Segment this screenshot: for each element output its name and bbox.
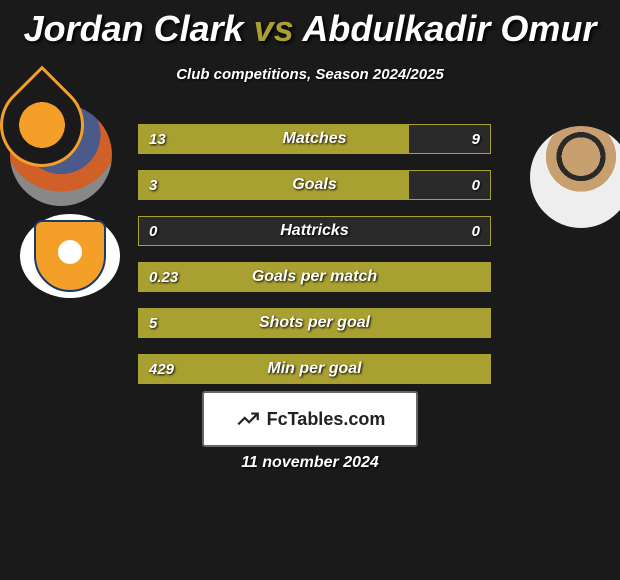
source-attribution: FcTables.com: [202, 391, 418, 447]
stat-row: 0.23Goals per match: [138, 262, 491, 292]
stat-fill-left: [139, 355, 490, 383]
stat-row: 139Matches: [138, 124, 491, 154]
player2-name: Abdulkadir Omur: [302, 8, 596, 49]
stat-row: 30Goals: [138, 170, 491, 200]
stat-value-right: 0: [462, 171, 490, 199]
comparison-title: Jordan Clark vs Abdulkadir Omur: [0, 0, 620, 50]
player1-club-badge: [20, 214, 120, 298]
stat-value-left: 429: [139, 355, 184, 383]
stat-value-right: 0: [462, 217, 490, 245]
stat-row: 429Min per goal: [138, 354, 491, 384]
stats-bars: 139Matches30Goals00Hattricks0.23Goals pe…: [138, 124, 491, 400]
stat-row: 5Shots per goal: [138, 308, 491, 338]
stat-fill-left: [139, 309, 490, 337]
stat-fill-left: [139, 125, 409, 153]
luton-town-crest: [34, 220, 106, 292]
player2-photo: [530, 126, 620, 228]
vs-label: vs: [254, 8, 294, 49]
stat-value-right: 9: [462, 125, 490, 153]
stat-value-right: [470, 355, 490, 383]
stat-fill-left: [139, 263, 490, 291]
stat-value-left: 5: [139, 309, 167, 337]
subtitle: Club competitions, Season 2024/2025: [0, 66, 620, 83]
stat-value-left: 0.23: [139, 263, 188, 291]
snapshot-date: 11 november 2024: [0, 454, 620, 472]
source-name: FcTables.com: [267, 409, 386, 430]
stat-fill-left: [139, 171, 409, 199]
stat-value-left: 3: [139, 171, 167, 199]
player1-name: Jordan Clark: [24, 8, 244, 49]
stat-row: 0 0Hattricks: [138, 216, 491, 246]
hull-city-crest: [15, 98, 69, 152]
stat-value-right: [470, 309, 490, 337]
stat-value-left: 13: [139, 125, 176, 153]
fctables-logo-icon: [235, 406, 261, 432]
stat-value-left: 0: [139, 217, 167, 245]
stat-value-right: [470, 263, 490, 291]
stat-label: Hattricks: [139, 217, 490, 245]
